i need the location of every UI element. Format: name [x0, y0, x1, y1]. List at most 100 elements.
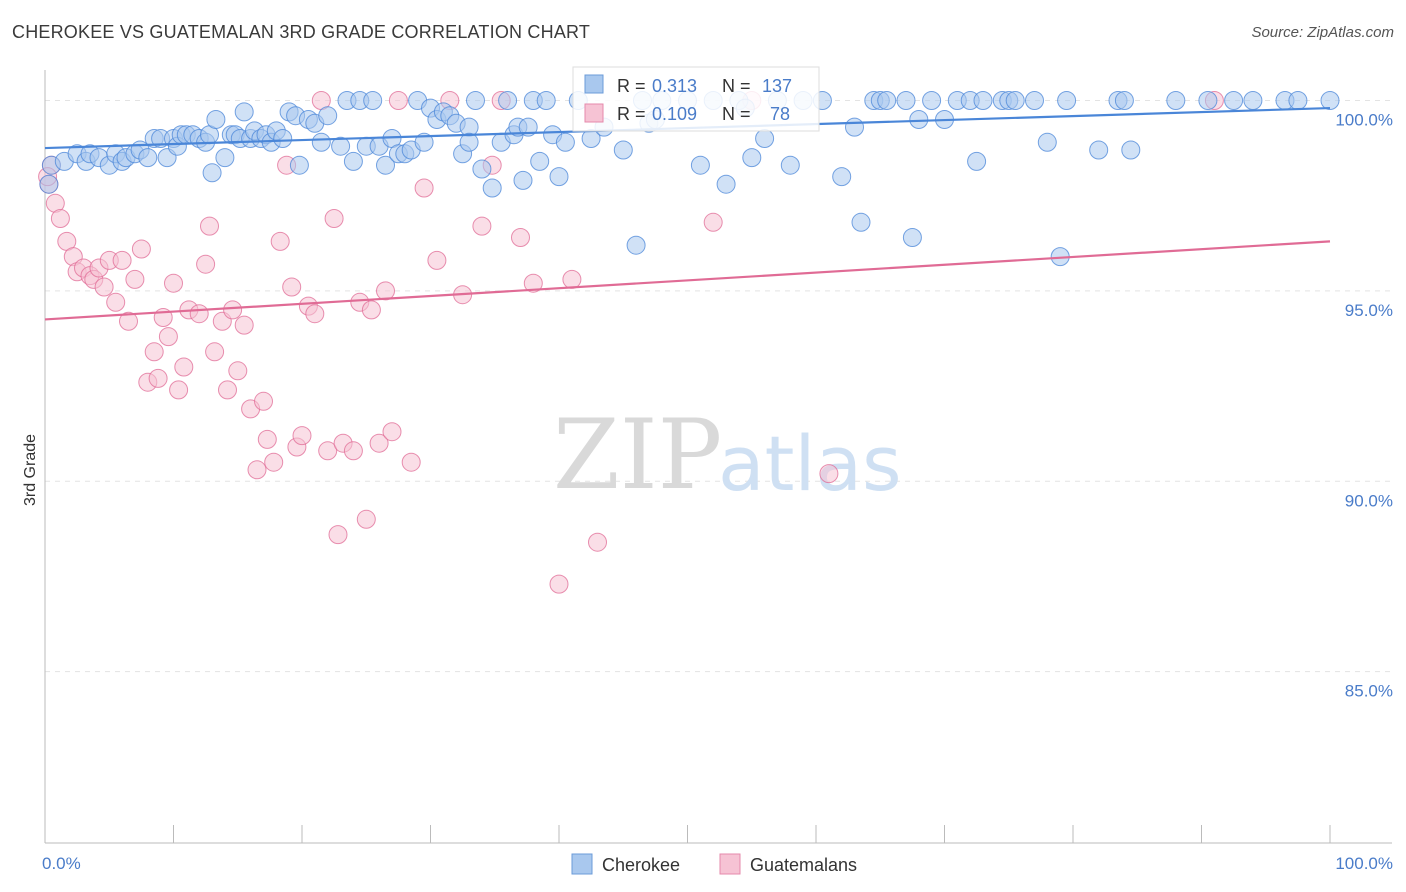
point-cherokee-66 — [466, 91, 485, 110]
y-tick-label-95: 95.0% — [1345, 301, 1393, 320]
point-guatemalans-53 — [343, 441, 363, 461]
point-guatemalans-60 — [388, 91, 408, 110]
point-cherokee-127 — [1166, 91, 1186, 110]
point-cherokee-77 — [530, 151, 550, 171]
point-guatemalans-28 — [196, 254, 216, 274]
point-cherokee-119 — [1025, 91, 1044, 110]
point-guatemalans-56 — [361, 300, 381, 320]
point-guatemalans-39 — [257, 429, 277, 449]
legend-r-value-1: 0.313 — [652, 76, 697, 96]
point-cherokee-81 — [555, 132, 575, 152]
point-cherokee-25 — [206, 110, 226, 129]
legend-r-label-2: R = — [617, 104, 646, 124]
point-cherokee-68 — [472, 159, 492, 179]
point-guatemalans-50 — [324, 209, 344, 228]
point-guatemalans-43 — [282, 277, 302, 297]
point-cherokee-67 — [459, 132, 479, 152]
point-guatemalans-25 — [174, 357, 194, 377]
point-cherokee-101 — [832, 167, 852, 187]
point-cherokee-107 — [896, 91, 916, 110]
point-guatemalans-69 — [511, 228, 530, 247]
point-cherokee-69 — [482, 178, 502, 198]
x-tick-labels: 0.0% 100.0% — [42, 854, 1393, 873]
legend-n-label-2: N = — [722, 104, 751, 124]
legend-label-guatemalans: Guatemalans — [750, 855, 857, 875]
y-tick-label-90: 90.0% — [1345, 491, 1393, 510]
point-guatemalans-51 — [328, 525, 348, 545]
point-guatemalans-66 — [472, 216, 492, 236]
point-cherokee-136 — [39, 174, 59, 194]
point-guatemalans-20 — [148, 368, 168, 388]
point-guatemalans-13 — [106, 292, 126, 312]
legend-swatch-guatemalans — [584, 103, 604, 123]
point-cherokee-126 — [1121, 140, 1141, 160]
point-guatemalans-59 — [382, 422, 402, 442]
point-cherokee-85 — [613, 140, 633, 160]
point-guatemalans-33 — [223, 300, 243, 320]
point-guatemalans-63 — [427, 250, 447, 270]
legend-n-label-1: N = — [722, 76, 751, 96]
point-guatemalans-58 — [376, 281, 395, 301]
grid-lines — [45, 99, 1392, 673]
legend-swatch-cherokee — [584, 74, 604, 94]
point-guatemalans-55 — [356, 509, 376, 529]
watermark-zip: ZIP — [553, 399, 722, 511]
point-cherokee-125 — [1114, 91, 1134, 110]
point-guatemalans-41 — [270, 231, 290, 251]
point-cherokee-80 — [549, 167, 569, 187]
legend-r-label-1: R = — [617, 76, 646, 96]
point-cherokee-58 — [414, 132, 434, 152]
point-guatemalans-17 — [131, 239, 151, 259]
point-cherokee-115 — [973, 91, 993, 110]
legend-swatch-guatemalans-bottom — [719, 853, 741, 875]
point-cherokee-110 — [922, 91, 942, 110]
point-guatemalans-30 — [205, 342, 225, 362]
legend-swatch-cherokee-bottom — [571, 853, 593, 875]
point-guatemalans-72 — [562, 269, 582, 289]
point-cherokee-128 — [1198, 91, 1218, 110]
point-guatemalans-3 — [50, 209, 70, 228]
trend-line-guatemalans — [44, 240, 1331, 321]
legend-n-value-1: 137 — [762, 76, 792, 96]
point-cherokee-93 — [716, 174, 736, 194]
legend-n-value-2: 78 — [770, 104, 790, 124]
point-cherokee-75 — [518, 117, 538, 137]
y-tick-label-100: 100.0% — [1335, 110, 1393, 129]
point-guatemalans-24 — [169, 380, 189, 400]
watermark: ZIP atlas — [553, 399, 902, 511]
point-cherokee-24 — [202, 163, 222, 183]
point-cherokee-78 — [536, 91, 556, 110]
point-guatemalans-15 — [119, 311, 138, 331]
point-cherokee-74 — [513, 170, 533, 190]
point-cherokee-109 — [909, 110, 929, 129]
point-cherokee-102 — [845, 117, 864, 137]
point-guatemalans-29 — [200, 216, 219, 236]
point-guatemalans-47 — [305, 304, 325, 324]
point-guatemalans-34 — [228, 361, 248, 381]
chart-title: CHEROKEE VS GUATEMALAN 3RD GRADE CORRELA… — [12, 22, 591, 42]
point-cherokee-130 — [1243, 91, 1263, 110]
data-points — [38, 91, 1340, 594]
point-cherokee-129 — [1224, 91, 1244, 110]
legend-label-cherokee: Cherokee — [602, 855, 680, 875]
source-credit: Source: ZipAtlas.com — [1251, 24, 1394, 41]
point-guatemalans-74 — [703, 212, 723, 232]
point-guatemalans-49 — [318, 441, 338, 461]
point-guatemalans-76 — [819, 464, 839, 484]
y-tick-labels: 85.0% 90.0% 95.0% 100.0% — [1335, 110, 1393, 700]
x-tick-label-max: 100.0% — [1335, 854, 1393, 873]
point-guatemalans-57 — [369, 433, 389, 453]
point-cherokee-26 — [215, 148, 235, 168]
point-guatemalans-22 — [158, 327, 178, 347]
stats-legend: R = 0.313 N = 137 R = 0.109 N = 78 — [572, 66, 820, 132]
point-guatemalans-35 — [234, 315, 254, 335]
point-cherokee-44 — [318, 106, 338, 126]
point-cherokee-95 — [742, 148, 762, 168]
point-cherokee-103 — [851, 212, 871, 232]
point-guatemalans-37 — [247, 460, 267, 480]
point-cherokee-106 — [877, 91, 897, 110]
point-guatemalans-19 — [144, 342, 164, 362]
series-legend: Cherokee Guatemalans — [571, 853, 857, 875]
point-cherokee-86 — [626, 235, 646, 255]
